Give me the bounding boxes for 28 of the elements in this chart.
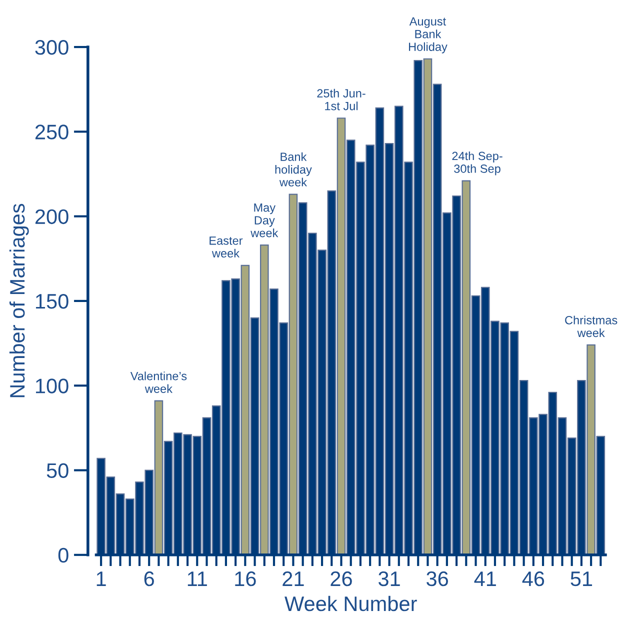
x-tick-label: 11 [188, 572, 207, 586]
y-tick-label: 300 [35, 40, 68, 55]
annotation: Easter week [210, 236, 243, 258]
x-tick-label: 31 [378, 571, 400, 586]
y-tick-label: 100 [36, 378, 68, 394]
x-tick-label: 41 [474, 572, 496, 586]
x-tick-label: 26 [330, 571, 352, 586]
y-axis-title: Number of Marriages [9, 204, 29, 398]
y-tick-label: 50 [46, 463, 68, 478]
annotation: May Day week [250, 204, 278, 238]
annotation: Bank holiday week [275, 152, 312, 186]
x-tick-label: 21 [282, 571, 304, 586]
x-tick-label: 36 [426, 571, 448, 586]
y-tick-label: 150 [36, 294, 68, 309]
y-tick-label: 200 [35, 209, 68, 224]
x-tick-label: 6 [144, 571, 154, 586]
x-tick-label: 16 [235, 571, 256, 586]
annotation: 25th Jun- 1st Jul [317, 88, 366, 110]
x-tick-label: 46 [522, 571, 544, 586]
x-tick-label: 51 [570, 572, 592, 586]
annotation: Valentine’s week [130, 372, 187, 393]
annotation: 24th Sep- 30th Sep [452, 151, 502, 176]
x-axis-title: Week Number [284, 596, 417, 612]
x-tick-label: 1 [96, 572, 106, 586]
y-tick-label: 0 [58, 548, 68, 563]
y-tick-label: 250 [35, 124, 68, 140]
annotation: August Bank Holiday [409, 17, 448, 54]
annotation: Christmas week [565, 316, 618, 338]
